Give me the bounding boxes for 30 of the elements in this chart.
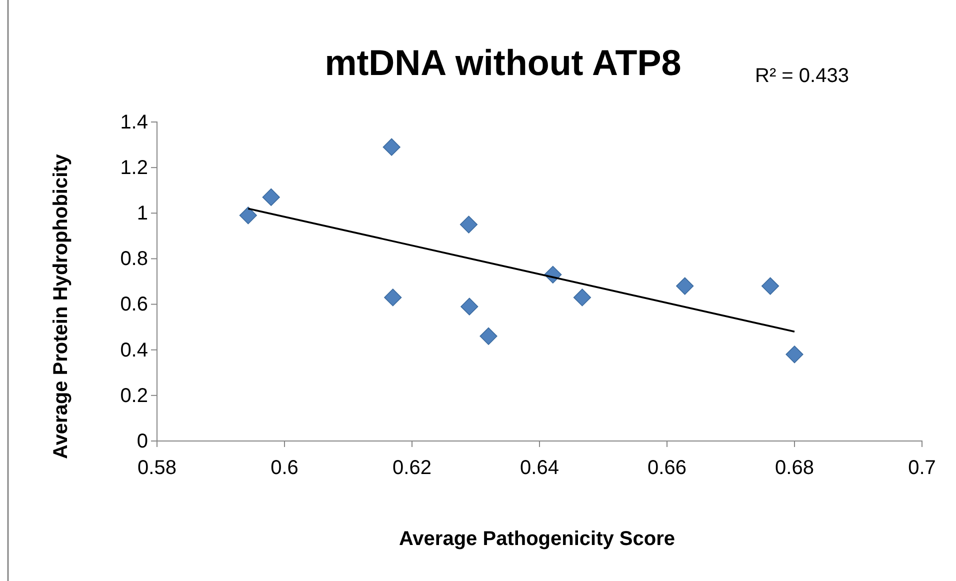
point [573,288,592,306]
y-tick-label: 1 [136,202,148,225]
point [480,327,498,345]
x-tick-label: 0.7 [908,457,936,479]
point [384,288,402,306]
y-tick-label: 0.8 [120,248,148,270]
point [786,346,804,364]
x-tick-label: 0.64 [520,457,559,479]
x-tick-label: 0.62 [392,457,432,479]
point [460,298,478,316]
text: R² = 0.433 [755,65,849,87]
point [761,277,780,295]
y-tick-label: 0.2 [120,384,148,407]
y-tick-label: 1.2 [120,156,148,179]
x-tick-label: 0.68 [775,457,814,479]
y-tick-label: 0.4 [120,339,148,362]
point [676,277,694,295]
y-axis-title: Average Protein Hydrophobicity [50,153,72,459]
chart-title: mtDNA without ATP8 [324,42,682,83]
y-tick-label: 0 [136,430,148,452]
point [262,188,280,206]
point [460,216,478,234]
y-tick-label: 0.6 [120,294,148,316]
x-tick-label: 0.66 [648,457,686,479]
point [382,138,400,156]
x-tick-label: 0.6 [270,457,298,479]
x-tick-label: 0.58 [138,457,176,479]
point [239,206,257,224]
y-tick-label: 1.4 [120,111,148,134]
x-axis-title: Average Pathogenicity Score [398,528,676,550]
